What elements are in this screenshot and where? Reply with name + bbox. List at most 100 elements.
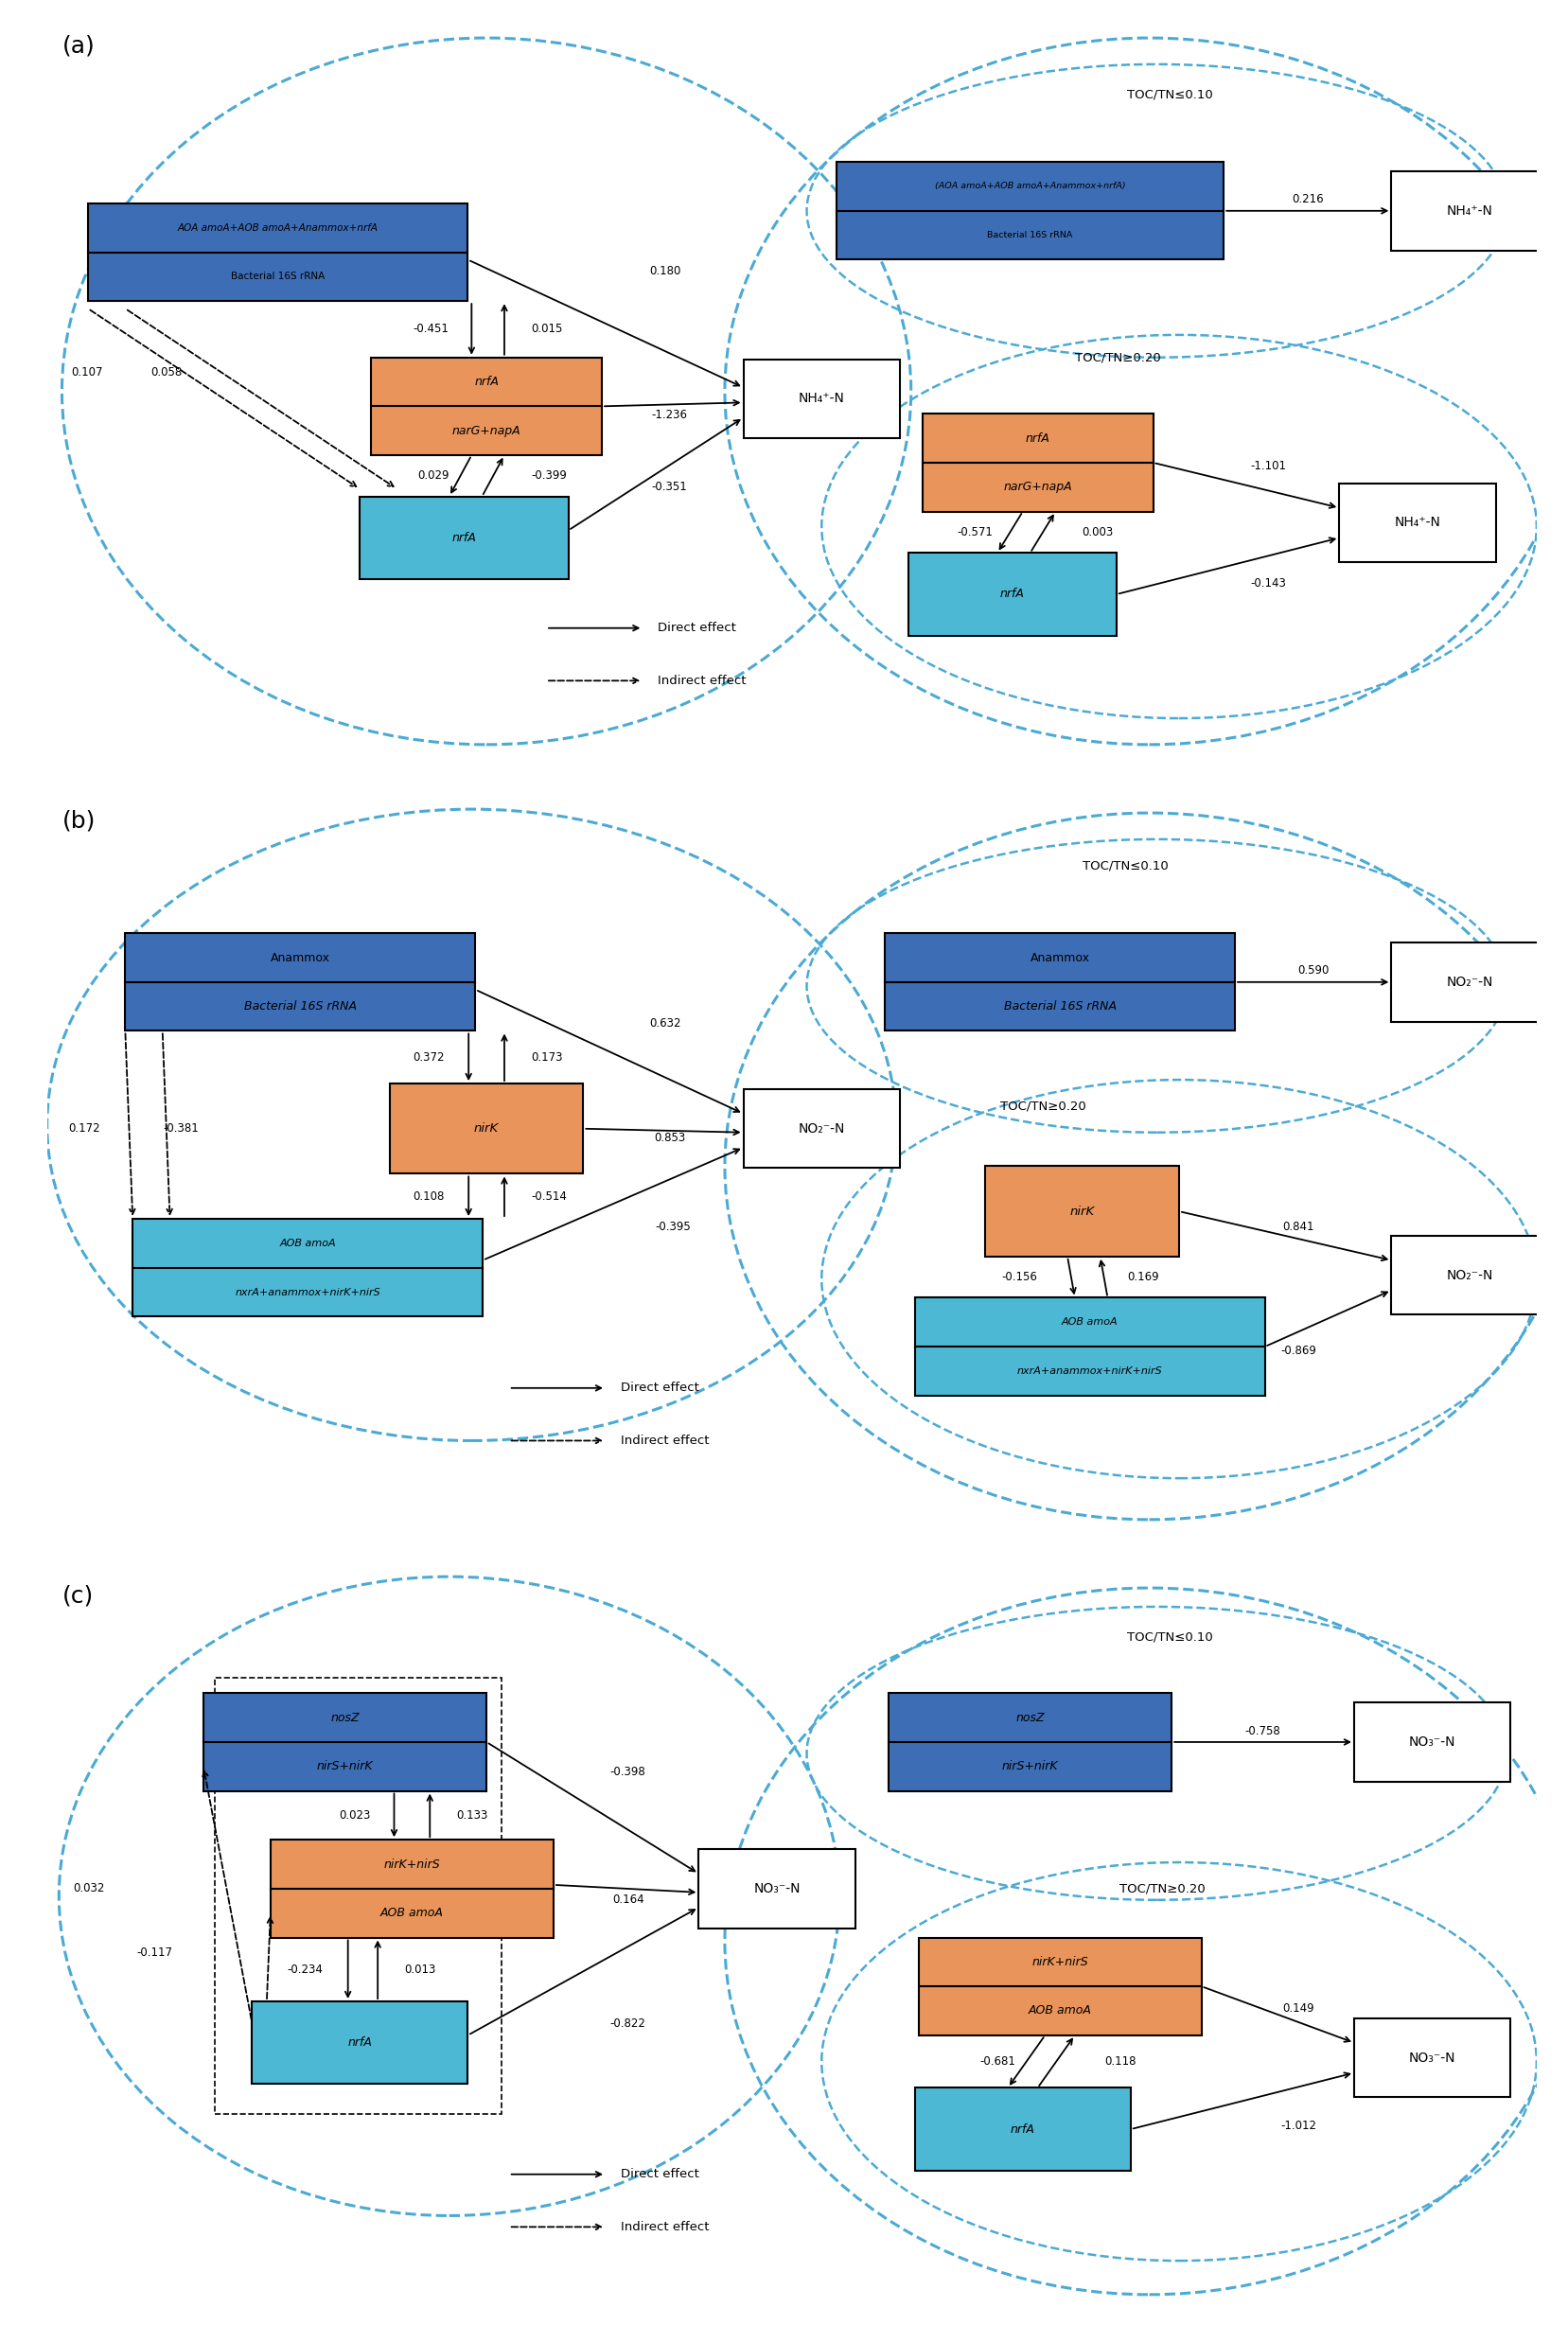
Text: 0.632: 0.632 bbox=[649, 1018, 681, 1030]
Text: nirK: nirK bbox=[1069, 1204, 1094, 1218]
Text: nirS+nirK: nirS+nirK bbox=[317, 1760, 373, 1772]
Text: 0.015: 0.015 bbox=[532, 323, 563, 335]
Text: -0.869: -0.869 bbox=[1281, 1344, 1316, 1355]
Text: Bacterial 16S rRNA: Bacterial 16S rRNA bbox=[1004, 1000, 1116, 1014]
FancyBboxPatch shape bbox=[270, 1839, 554, 1937]
Text: nirK: nirK bbox=[474, 1123, 499, 1135]
FancyBboxPatch shape bbox=[361, 498, 569, 579]
Text: 0.216: 0.216 bbox=[1292, 193, 1323, 205]
Text: Indirect effect: Indirect effect bbox=[659, 674, 746, 686]
FancyBboxPatch shape bbox=[372, 358, 602, 456]
Text: 0.180: 0.180 bbox=[649, 265, 681, 277]
FancyBboxPatch shape bbox=[125, 932, 475, 1030]
Text: TOC/TN≤0.10: TOC/TN≤0.10 bbox=[1127, 88, 1214, 100]
Text: -0.681: -0.681 bbox=[980, 2055, 1016, 2067]
FancyBboxPatch shape bbox=[908, 553, 1116, 635]
Text: 0.372: 0.372 bbox=[412, 1051, 445, 1063]
Text: TOC/TN≥0.20: TOC/TN≥0.20 bbox=[1000, 1100, 1087, 1111]
Text: AOB amoA: AOB amoA bbox=[279, 1239, 336, 1249]
Text: 0.173: 0.173 bbox=[532, 1051, 563, 1063]
Text: TOC/TN≥0.20: TOC/TN≥0.20 bbox=[1076, 351, 1160, 363]
Text: 0.003: 0.003 bbox=[1082, 525, 1113, 539]
Text: AOB amoA: AOB amoA bbox=[1029, 2004, 1091, 2018]
Text: 0.023: 0.023 bbox=[339, 1809, 370, 1820]
FancyBboxPatch shape bbox=[1339, 484, 1496, 563]
Text: 0.169: 0.169 bbox=[1127, 1272, 1159, 1283]
FancyBboxPatch shape bbox=[1355, 2018, 1510, 2097]
Text: nxrA+anammox+nirK+nirS: nxrA+anammox+nirK+nirS bbox=[235, 1288, 381, 1297]
Text: -0.117: -0.117 bbox=[136, 1946, 172, 1958]
FancyBboxPatch shape bbox=[889, 1693, 1171, 1790]
Text: nrfA: nrfA bbox=[1010, 2123, 1035, 2134]
Text: -0.381: -0.381 bbox=[163, 1123, 199, 1135]
Text: 0.058: 0.058 bbox=[151, 367, 182, 379]
Text: Direct effect: Direct effect bbox=[621, 1381, 699, 1395]
Text: Direct effect: Direct effect bbox=[659, 621, 737, 635]
Text: Bacterial 16S rRNA: Bacterial 16S rRNA bbox=[245, 1000, 356, 1014]
Text: (c): (c) bbox=[63, 1583, 94, 1607]
Text: NO₃⁻-N: NO₃⁻-N bbox=[754, 1881, 800, 1895]
Text: -0.822: -0.822 bbox=[610, 2018, 646, 2030]
Text: NH₄⁺-N: NH₄⁺-N bbox=[1447, 205, 1493, 219]
Text: 0.133: 0.133 bbox=[456, 1809, 488, 1820]
Text: Bacterial 16S rRNA: Bacterial 16S rRNA bbox=[988, 230, 1073, 239]
Text: NO₂⁻-N: NO₂⁻-N bbox=[798, 1123, 845, 1135]
Text: 0.107: 0.107 bbox=[72, 367, 103, 379]
Text: 0.841: 0.841 bbox=[1283, 1221, 1314, 1232]
Text: TOC/TN≤0.10: TOC/TN≤0.10 bbox=[1127, 1630, 1214, 1644]
Text: 0.013: 0.013 bbox=[405, 1962, 436, 1976]
Text: -1.236: -1.236 bbox=[652, 409, 688, 421]
Text: -0.398: -0.398 bbox=[610, 1767, 646, 1779]
FancyBboxPatch shape bbox=[252, 2002, 467, 2083]
Text: nrfA: nrfA bbox=[1000, 588, 1024, 600]
Text: Anammox: Anammox bbox=[1030, 951, 1090, 965]
Text: -0.351: -0.351 bbox=[652, 481, 687, 493]
Text: NO₂⁻-N: NO₂⁻-N bbox=[1446, 976, 1493, 988]
Text: (AOA amoA+AOB amoA+Anammox+nrfA): (AOA amoA+AOB amoA+Anammox+nrfA) bbox=[935, 181, 1126, 191]
Text: -0.156: -0.156 bbox=[1002, 1272, 1038, 1283]
Text: Anammox: Anammox bbox=[270, 951, 331, 965]
Text: 0.029: 0.029 bbox=[417, 470, 448, 481]
Text: AOA amoA+AOB amoA+Anammox+nrfA: AOA amoA+AOB amoA+Anammox+nrfA bbox=[177, 223, 378, 232]
FancyBboxPatch shape bbox=[914, 2088, 1131, 2172]
Text: 0.032: 0.032 bbox=[74, 1883, 105, 1895]
Text: nirS+nirK: nirS+nirK bbox=[1002, 1760, 1058, 1772]
Text: nosZ: nosZ bbox=[1016, 1711, 1044, 1723]
FancyBboxPatch shape bbox=[922, 414, 1152, 511]
Text: 0.853: 0.853 bbox=[654, 1132, 685, 1144]
FancyBboxPatch shape bbox=[204, 1693, 486, 1790]
FancyBboxPatch shape bbox=[1391, 942, 1548, 1021]
Text: AOB amoA: AOB amoA bbox=[381, 1906, 444, 1918]
Text: nxrA+anammox+nirK+nirS: nxrA+anammox+nirK+nirS bbox=[1018, 1367, 1162, 1376]
FancyBboxPatch shape bbox=[88, 202, 467, 300]
Text: NO₃⁻-N: NO₃⁻-N bbox=[1410, 2051, 1455, 2065]
FancyBboxPatch shape bbox=[919, 1937, 1201, 2034]
FancyBboxPatch shape bbox=[1355, 1702, 1510, 1781]
Text: 0.164: 0.164 bbox=[612, 1895, 644, 1906]
Text: nirK+nirS: nirK+nirS bbox=[384, 1858, 441, 1869]
Text: TOC/TN≥0.20: TOC/TN≥0.20 bbox=[1120, 1883, 1206, 1895]
FancyBboxPatch shape bbox=[1391, 172, 1548, 251]
Text: -0.514: -0.514 bbox=[532, 1190, 568, 1202]
FancyBboxPatch shape bbox=[985, 1167, 1179, 1256]
Text: (b): (b) bbox=[63, 809, 96, 832]
Text: 0.149: 0.149 bbox=[1283, 2002, 1314, 2016]
Text: Indirect effect: Indirect effect bbox=[621, 2220, 709, 2232]
Text: -0.758: -0.758 bbox=[1245, 1725, 1281, 1737]
Text: NH₄⁺-N: NH₄⁺-N bbox=[798, 393, 845, 405]
Text: NO₃⁻-N: NO₃⁻-N bbox=[1410, 1734, 1455, 1748]
Text: 0.108: 0.108 bbox=[414, 1190, 445, 1202]
Text: nosZ: nosZ bbox=[331, 1711, 359, 1723]
Text: -0.143: -0.143 bbox=[1251, 577, 1286, 588]
Text: NO₂⁻-N: NO₂⁻-N bbox=[1446, 1269, 1493, 1281]
Text: Direct effect: Direct effect bbox=[621, 2169, 699, 2181]
Text: (a): (a) bbox=[63, 35, 94, 56]
FancyBboxPatch shape bbox=[1391, 1237, 1548, 1314]
Text: 0.118: 0.118 bbox=[1105, 2055, 1137, 2067]
FancyBboxPatch shape bbox=[743, 1088, 900, 1167]
Text: narG+napA: narG+napA bbox=[1004, 481, 1073, 493]
Text: -0.399: -0.399 bbox=[532, 470, 568, 481]
Text: nrfA: nrfA bbox=[474, 377, 499, 388]
Text: nrfA: nrfA bbox=[452, 532, 477, 544]
FancyBboxPatch shape bbox=[743, 360, 900, 437]
